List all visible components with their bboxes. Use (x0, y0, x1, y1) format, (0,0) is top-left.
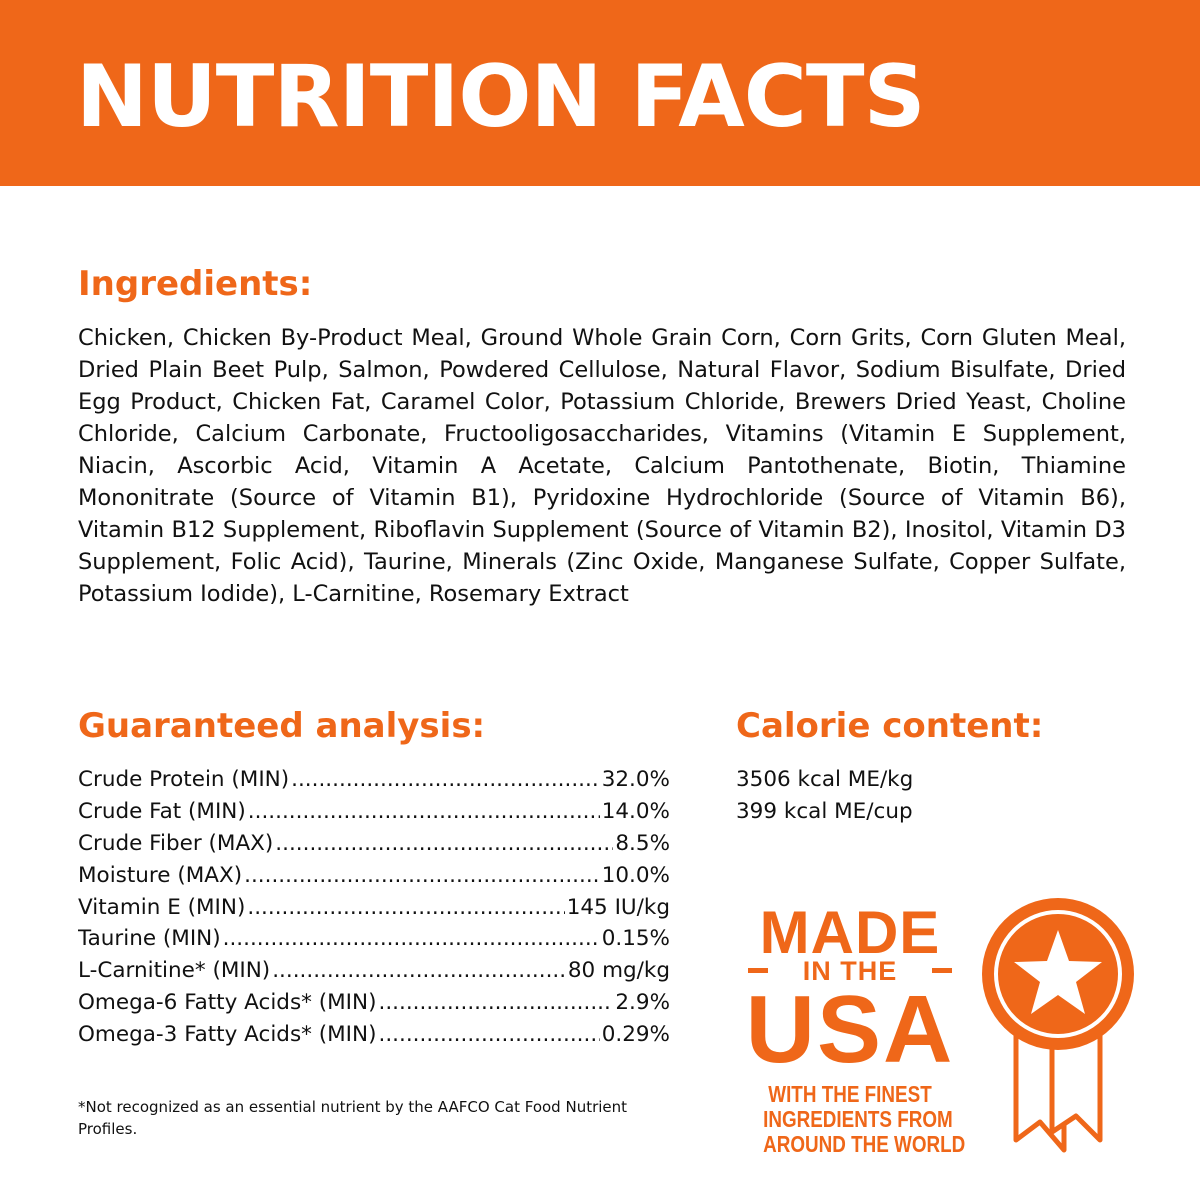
analysis-label: Vitamin E (MIN) (78, 894, 246, 920)
dot-leader (223, 923, 600, 955)
analysis-row: L-Carnitine* (MIN) 80 mg/kg (78, 955, 670, 987)
badge-tagline-2: INGREDIENTS FROM (763, 1106, 953, 1132)
analysis-label: Moisture (MAX) (78, 862, 243, 888)
guaranteed-analysis-heading: Guaranteed analysis: (78, 706, 486, 746)
guaranteed-analysis-list: Crude Protein (MIN) 32.0% Crude Fat (MIN)… (78, 764, 670, 1051)
analysis-value: 8.5% (615, 830, 670, 856)
analysis-row: Moisture (MAX) 10.0% (78, 860, 670, 892)
dot-leader (275, 828, 613, 860)
analysis-row: Vitamin E (MIN) 145 IU/kg (78, 892, 670, 924)
analysis-value: 2.9% (615, 990, 670, 1016)
header-banner: NUTRITION FACTS (0, 0, 1200, 186)
calorie-per-cup: 399 kcal ME/cup (736, 799, 913, 824)
dot-leader (248, 796, 600, 828)
badge-dash-left (748, 968, 768, 973)
dot-leader (378, 1019, 599, 1051)
analysis-label: L-Carnitine* (MIN) (78, 958, 271, 984)
analysis-row: Crude Fiber (MAX) 8.5% (78, 828, 670, 860)
dot-leader (378, 987, 613, 1019)
ingredients-text: Chicken, Chicken By-Product Meal, Ground… (78, 325, 1126, 607)
analysis-row: Omega-3 Fatty Acids* (MIN) 0.29% (78, 1019, 670, 1051)
award-ribbon-star-icon (982, 898, 1134, 1153)
aafco-footnote: *Not recognized as an essential nutrient… (78, 1098, 628, 1138)
analysis-label: Taurine (MIN) (78, 926, 221, 952)
badge-tagline-3: AROUND THE WORLD (763, 1131, 966, 1157)
page-title: NUTRITION FACTS (76, 47, 926, 147)
analysis-label: Omega-6 Fatty Acids* (MIN) (78, 990, 377, 1016)
analysis-label: Crude Fiber (MAX) (78, 830, 274, 856)
analysis-label: Crude Fat (MIN) (78, 798, 246, 824)
badge-in-the-row: IN THE (748, 956, 952, 986)
badge-dash-right (932, 968, 952, 973)
analysis-value: 0.15% (601, 926, 670, 952)
dot-leader (247, 892, 564, 924)
dot-leader (291, 764, 600, 796)
badge-made-text: MADE (759, 899, 941, 966)
analysis-row: Taurine (MIN) 0.15% (78, 923, 670, 955)
analysis-value: 80 mg/kg (567, 958, 670, 984)
analysis-label: Omega-3 Fatty Acids* (MIN) (78, 1022, 377, 1048)
calorie-per-kg: 3506 kcal ME/kg (736, 767, 914, 792)
analysis-value: 14.0% (601, 798, 670, 824)
dot-leader (272, 955, 566, 987)
analysis-value: 32.0% (601, 767, 670, 792)
analysis-row: Crude Fat (MIN) 14.0% (78, 796, 670, 828)
dot-leader (244, 860, 600, 892)
analysis-value: 145 IU/kg (566, 894, 670, 920)
calorie-content-heading: Calorie content: (736, 706, 1044, 746)
badge-usa-text: USA (745, 976, 955, 1083)
ingredients-heading: Ingredients: (78, 264, 313, 304)
analysis-value: 10.0% (601, 862, 670, 888)
analysis-row: Crude Protein (MIN) 32.0% (78, 764, 670, 796)
badge-tagline-1: WITH THE FINEST (768, 1081, 932, 1107)
badge-in-the-text: IN THE (802, 956, 898, 986)
analysis-row: Omega-6 Fatty Acids* (MIN) 2.9% (78, 987, 670, 1019)
analysis-label: Crude Protein (MIN) (78, 767, 290, 792)
analysis-value: 0.29% (601, 1022, 670, 1048)
